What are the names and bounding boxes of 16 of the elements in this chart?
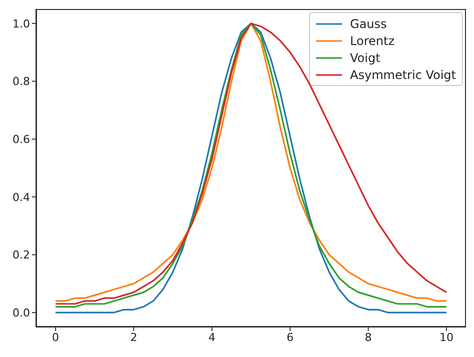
y-tick-label: 0.8 bbox=[12, 75, 30, 88]
y-tick-label: 0.6 bbox=[12, 132, 30, 146]
y-tick-label: 0.4 bbox=[12, 190, 30, 204]
legend-label: Voigt bbox=[350, 50, 380, 64]
legend-label: Gauss bbox=[350, 16, 387, 30]
y-tick-label: 0.2 bbox=[12, 248, 30, 262]
x-tick-label: 0 bbox=[52, 330, 60, 344]
x-tick-label: 10 bbox=[439, 330, 454, 344]
x-tick-label: 2 bbox=[130, 330, 138, 344]
y-tick-label: 1.0 bbox=[12, 17, 30, 30]
y-tick-label: 0.0 bbox=[12, 306, 30, 320]
legend-label: Lorentz bbox=[350, 34, 394, 48]
x-tick-label: 6 bbox=[286, 330, 294, 344]
x-tick-label: 4 bbox=[208, 330, 216, 344]
legend-label: Asymmetric Voigt bbox=[350, 68, 456, 82]
x-tick-label: 8 bbox=[364, 330, 372, 344]
